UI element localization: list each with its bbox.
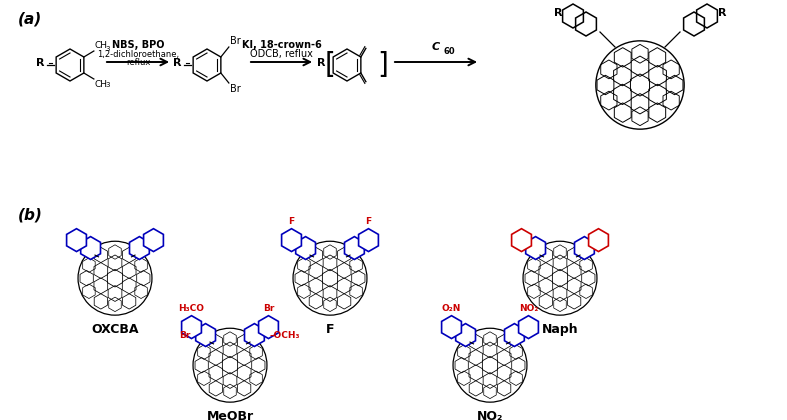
Text: R: R	[718, 8, 726, 18]
Polygon shape	[519, 316, 538, 339]
Text: KI, 18-crown-6: KI, 18-crown-6	[242, 40, 321, 50]
Text: R: R	[173, 58, 181, 68]
Text: ]: ]	[377, 51, 388, 79]
Circle shape	[523, 241, 597, 315]
Text: O₂N: O₂N	[442, 304, 461, 313]
Text: MeOBr: MeOBr	[206, 410, 253, 420]
Polygon shape	[359, 228, 379, 252]
Polygon shape	[196, 323, 216, 346]
Polygon shape	[345, 236, 364, 260]
Circle shape	[453, 328, 527, 402]
Text: Br: Br	[230, 84, 241, 94]
Text: Br: Br	[263, 304, 274, 313]
Text: Br: Br	[230, 36, 241, 46]
Text: 3: 3	[106, 82, 110, 88]
Polygon shape	[130, 236, 150, 260]
Text: F: F	[289, 217, 294, 226]
Text: R: R	[35, 58, 44, 68]
Polygon shape	[182, 316, 201, 339]
Text: NO₂: NO₂	[477, 410, 503, 420]
Text: R: R	[554, 8, 562, 18]
Circle shape	[78, 241, 152, 315]
Text: F: F	[326, 323, 334, 336]
Polygon shape	[67, 228, 87, 252]
Text: H₃CO: H₃CO	[179, 304, 205, 313]
Text: F: F	[365, 217, 371, 226]
Polygon shape	[456, 323, 475, 346]
Text: Br: Br	[179, 331, 190, 339]
Polygon shape	[282, 228, 301, 252]
Text: ODCB, reflux: ODCB, reflux	[250, 49, 313, 59]
Circle shape	[293, 241, 367, 315]
Polygon shape	[143, 228, 164, 252]
Polygon shape	[526, 236, 545, 260]
Text: 1,2-dichloroethane,: 1,2-dichloroethane,	[97, 50, 179, 59]
Text: (b): (b)	[18, 207, 42, 222]
Text: NO₂: NO₂	[519, 304, 538, 313]
Text: NBS, BPO: NBS, BPO	[112, 40, 164, 50]
Polygon shape	[245, 323, 264, 346]
Circle shape	[193, 328, 267, 402]
Polygon shape	[575, 236, 594, 260]
Text: CH: CH	[95, 80, 108, 89]
Polygon shape	[442, 316, 461, 339]
Circle shape	[596, 41, 684, 129]
Text: OXCBA: OXCBA	[91, 323, 139, 336]
Text: –OCH₃: –OCH₃	[269, 331, 300, 339]
Polygon shape	[81, 236, 101, 260]
Text: R: R	[317, 58, 326, 68]
Polygon shape	[296, 236, 316, 260]
Polygon shape	[259, 316, 279, 339]
Polygon shape	[512, 228, 531, 252]
Text: Naph: Naph	[541, 323, 578, 336]
Text: reflux: reflux	[126, 58, 150, 67]
Text: (a): (a)	[18, 12, 42, 27]
Text: 3: 3	[106, 46, 110, 52]
Text: C: C	[432, 42, 440, 52]
Polygon shape	[504, 323, 524, 346]
Polygon shape	[589, 228, 608, 252]
Text: [: [	[325, 51, 336, 79]
Text: CH: CH	[95, 41, 108, 50]
Text: 60: 60	[443, 47, 455, 56]
